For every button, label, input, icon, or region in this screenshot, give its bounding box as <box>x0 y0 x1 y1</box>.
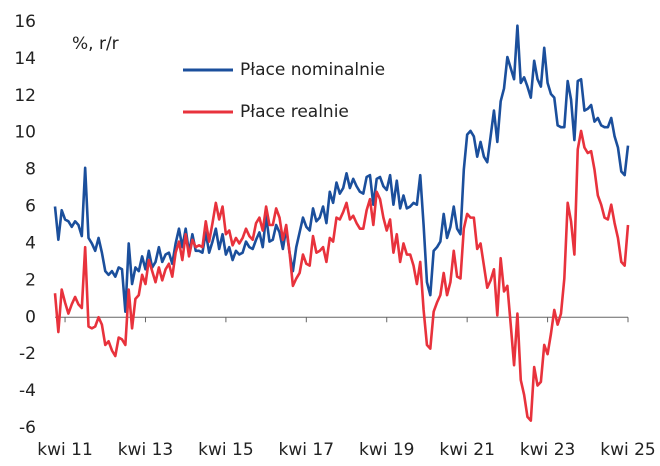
legend-label: Płace nominalnie <box>240 60 385 80</box>
y-tick-label: 16 <box>14 12 36 32</box>
y-tick-label: 8 <box>25 160 36 180</box>
y-tick-label: -2 <box>19 344 36 364</box>
data-line <box>53 129 630 422</box>
y-tick-label: 4 <box>25 233 36 253</box>
x-tick-label: kwi 21 <box>439 440 495 460</box>
data-line <box>53 24 630 314</box>
legend-label: Płace realnie <box>240 102 349 122</box>
y-tick-label: 2 <box>25 270 36 290</box>
x-tick-label: kwi 17 <box>279 440 335 460</box>
y-tick-label: 6 <box>25 197 36 217</box>
y-tick-label: 12 <box>14 86 36 106</box>
y-tick-label: 14 <box>14 49 36 69</box>
x-tick-label: kwi 23 <box>520 440 576 460</box>
x-tick-label: kwi 15 <box>198 440 254 460</box>
annotation: %, r/r <box>72 34 119 54</box>
x-tick-label: kwi 19 <box>359 440 415 460</box>
y-tick-label: 10 <box>14 123 36 143</box>
x-tick-label: kwi 11 <box>37 440 93 460</box>
y-tick-label: -4 <box>19 381 36 401</box>
y-tick-label: 0 <box>25 307 36 327</box>
x-tick-label: kwi 25 <box>600 440 656 460</box>
x-tick-label: kwi 13 <box>118 440 174 460</box>
y-tick-label: -6 <box>19 418 36 438</box>
